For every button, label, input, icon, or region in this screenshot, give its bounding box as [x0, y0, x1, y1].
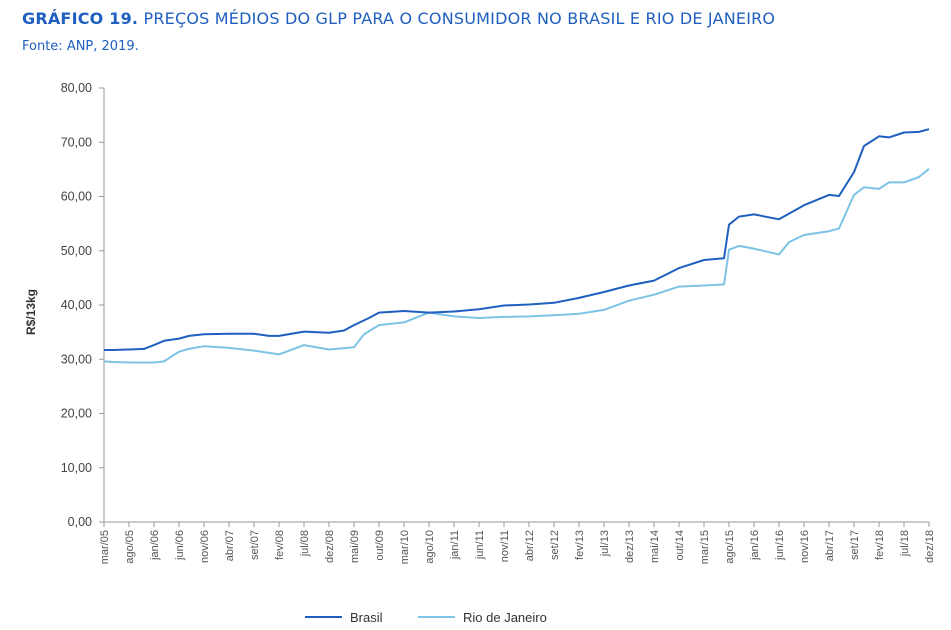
x-tick-label: fev/18 [874, 530, 886, 560]
x-tick-label: set/07 [249, 530, 261, 560]
series-layer [103, 128, 930, 364]
chart-title-text: PREÇOS MÉDIOS DO GLP PARA O CONSUMIDOR N… [143, 9, 776, 28]
x-tick-label: jul/13 [599, 530, 611, 557]
x-tick-label: out/09 [374, 530, 386, 561]
x-tick-label: ago/10 [424, 530, 436, 564]
x-tick-label: mar/15 [699, 530, 711, 564]
x-tick-label: jun/16 [774, 530, 786, 561]
x-tick-label: jan/06 [149, 530, 161, 561]
series-line-rio-de-janeiro [103, 168, 930, 364]
x-tick-label: jan/16 [749, 530, 761, 561]
x-tick-label: mar/10 [399, 530, 411, 564]
y-tick-label: 30,00 [61, 352, 92, 366]
y-tick-label: 10,00 [61, 461, 92, 475]
x-tick-label: mai/14 [649, 530, 661, 563]
x-axis: mar/05 ago/05 jan/06 jun/06 nov/06 abr/07 set/… [99, 521, 936, 564]
y-axis-label: R$/13kg [24, 289, 38, 335]
x-tick-label: dez/08 [324, 530, 336, 563]
y-tick-label: 0,00 [68, 515, 92, 529]
chart-source: Fonte: ANP, 2019. [22, 39, 139, 54]
chart-title: GRÁFICO 19. PREÇOS MÉDIOS DO GLP PARA O … [22, 9, 775, 28]
y-tick-label: 20,00 [61, 407, 92, 421]
x-tick-label: jun/06 [174, 530, 186, 561]
y-tick-label: 80,00 [61, 81, 92, 95]
x-tick-label: ago/15 [724, 530, 736, 564]
x-tick-label: dez/18 [924, 530, 936, 563]
chart-title-lead: GRÁFICO 19. [22, 9, 139, 28]
x-tick-label: jul/08 [299, 530, 311, 557]
y-tick-label: 50,00 [61, 244, 92, 258]
x-tick-label: ago/05 [124, 530, 136, 564]
x-tick-label: nov/16 [799, 530, 811, 563]
x-tick-label: fev/13 [574, 530, 586, 560]
x-tick-label: jul/18 [899, 530, 911, 557]
x-tick-label: mai/09 [349, 530, 361, 563]
x-tick-label: out/14 [674, 530, 686, 561]
x-tick-label: jun/11 [474, 530, 486, 560]
legend-label-rio-de-janeiro: Rio de Janeiro [463, 610, 547, 625]
legend: Brasil Rio de Janeiro [305, 610, 547, 625]
legend-label-brasil: Brasil [350, 610, 383, 625]
x-tick-label: abr/07 [224, 530, 236, 561]
x-tick-label: dez/13 [624, 530, 636, 563]
x-tick-label: nov/11 [499, 530, 511, 562]
x-tick-label: jan/11 [449, 530, 461, 560]
y-axis: 0,00 10,00 20,00 30,00 40,00 50,00 60,00 70,00 8… [61, 81, 105, 529]
x-tick-label: nov/06 [199, 530, 211, 563]
y-tick-label: 60,00 [61, 190, 92, 204]
x-tick-label: fev/08 [274, 530, 286, 560]
series-line-brasil [104, 128, 930, 351]
x-tick-label: abr/12 [524, 530, 536, 561]
x-tick-label: mar/05 [99, 530, 111, 564]
y-tick-label: 40,00 [61, 298, 92, 312]
y-tick-label: 70,00 [61, 135, 92, 149]
x-tick-label: set/17 [849, 530, 861, 560]
x-tick-label: abr/17 [824, 530, 836, 561]
x-tick-label: set/12 [549, 530, 561, 560]
